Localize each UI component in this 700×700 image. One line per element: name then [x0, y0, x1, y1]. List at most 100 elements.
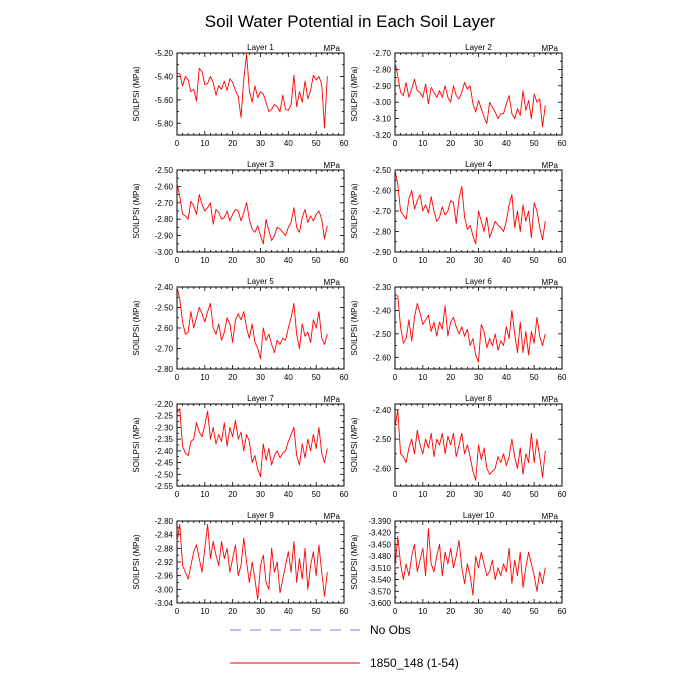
data-point — [494, 111, 496, 113]
data-point — [414, 78, 415, 80]
data-point — [176, 541, 178, 542]
x-tick-label: 40 — [284, 607, 293, 616]
x-tick-label: 20 — [446, 256, 455, 265]
data-point — [405, 462, 407, 463]
data-point — [467, 229, 468, 230]
data-point — [475, 243, 477, 245]
data-point — [249, 337, 250, 339]
data-point — [207, 524, 208, 525]
data-point — [299, 558, 300, 559]
y-tick-label: -2.50 — [155, 166, 174, 175]
data-point — [531, 237, 532, 238]
data-point — [176, 182, 178, 184]
data-point — [492, 471, 493, 472]
data-point — [274, 104, 275, 105]
data-point — [257, 225, 259, 227]
data-point — [425, 575, 426, 576]
data-point — [254, 232, 256, 233]
data-point — [425, 83, 426, 85]
data-point — [416, 90, 418, 92]
x-tick-label: 50 — [530, 256, 539, 265]
data-point — [290, 571, 292, 573]
data-point — [436, 335, 438, 337]
data-point — [519, 231, 521, 232]
data-point — [268, 589, 270, 590]
data-point — [483, 231, 485, 232]
series-line-1 — [176, 286, 328, 360]
panel-title: Layer 3 — [247, 160, 274, 169]
y-tick-label: -2.40 — [373, 406, 392, 415]
data-point — [472, 471, 474, 472]
data-point — [428, 103, 429, 105]
data-point — [265, 459, 267, 461]
data-point — [318, 210, 320, 212]
data-point — [506, 103, 507, 105]
data-point — [271, 344, 272, 345]
y-tick-label: -2.90 — [155, 232, 174, 241]
series-line-1 — [394, 528, 546, 596]
data-point — [229, 571, 231, 573]
data-point — [285, 340, 286, 341]
data-point — [215, 443, 217, 445]
data-point — [279, 344, 281, 345]
data-point — [262, 327, 264, 329]
data-point — [179, 408, 181, 409]
data-point — [458, 198, 460, 199]
data-point — [215, 554, 217, 556]
data-point — [411, 555, 413, 557]
units-label: MPa — [542, 512, 559, 521]
data-point — [514, 456, 515, 458]
data-point — [179, 299, 181, 300]
data-point — [475, 479, 477, 481]
data-point — [232, 342, 233, 343]
x-tick-label: 0 — [175, 490, 180, 499]
data-point — [494, 579, 496, 580]
y-tick-label: -3.420 — [368, 529, 391, 538]
data-point — [182, 565, 183, 566]
data-point — [282, 452, 284, 454]
data-point — [489, 571, 490, 573]
data-point — [288, 551, 289, 553]
data-point — [503, 231, 504, 232]
data-point — [226, 445, 228, 447]
data-point — [301, 323, 303, 325]
data-point — [506, 571, 507, 573]
x-tick-label: 30 — [474, 490, 483, 499]
data-point — [218, 212, 220, 213]
series-line-1 — [176, 183, 328, 245]
data-point — [430, 432, 432, 434]
x-tick-label: 60 — [558, 139, 567, 148]
panel-title: Layer 8 — [465, 394, 492, 403]
x-tick-label: 20 — [228, 373, 237, 382]
data-point — [176, 413, 178, 414]
data-point — [251, 101, 253, 103]
data-point — [296, 106, 297, 108]
data-point — [285, 235, 286, 236]
x-tick-label: 10 — [418, 139, 427, 148]
y-tick-label: -2.60 — [373, 353, 392, 362]
data-point — [545, 333, 546, 335]
data-point — [176, 72, 178, 74]
x-tick-label: 10 — [200, 490, 209, 499]
data-point — [519, 551, 521, 553]
data-point — [492, 345, 493, 346]
data-point — [271, 240, 272, 241]
data-point — [394, 169, 396, 171]
x-tick-label: 10 — [418, 490, 427, 499]
data-point — [327, 333, 328, 335]
x-tick-label: 30 — [256, 490, 265, 499]
panel-title: Layer 5 — [247, 277, 274, 286]
data-point — [447, 563, 449, 565]
data-point — [442, 432, 443, 434]
data-point — [304, 335, 306, 337]
x-tick-label: 60 — [340, 607, 349, 616]
data-point — [531, 118, 532, 119]
data-point — [185, 215, 186, 217]
data-point — [185, 76, 186, 77]
data-point — [408, 447, 410, 449]
data-point — [533, 93, 535, 95]
data-point — [268, 230, 270, 231]
y-tick-label: -3.20 — [373, 131, 392, 140]
data-point — [235, 319, 236, 321]
series-line-1 — [394, 169, 546, 245]
